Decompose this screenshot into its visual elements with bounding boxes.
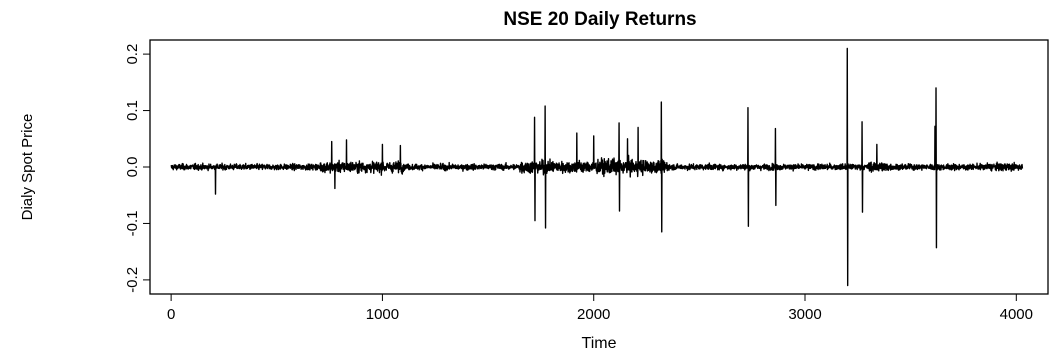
x-tick-label: 3000 — [788, 306, 821, 323]
x-tick-label: 2000 — [577, 306, 610, 323]
chart-title: NSE 20 Daily Returns — [503, 9, 696, 30]
y-axis: -0.2 -0.1 0.0 0.1 0.2 — [124, 44, 151, 293]
y-tick-label: -0.1 — [124, 211, 141, 237]
y-tick-label: 0.2 — [124, 44, 141, 65]
series-layer — [170, 47, 1024, 287]
y-tick-label: 0.0 — [124, 157, 141, 178]
x-tick-label: 0 — [167, 306, 175, 323]
y-tick-label: -0.2 — [124, 267, 141, 293]
series-line — [170, 47, 1024, 287]
y-tick-label: 0.1 — [124, 100, 141, 121]
x-tick-label: 1000 — [366, 306, 399, 323]
x-axis: 0 1000 2000 3000 4000 — [167, 293, 1033, 323]
x-tick-label: 4000 — [1000, 306, 1033, 323]
y-axis-label: Dialy Spot Price — [19, 114, 36, 221]
x-axis-label: Time — [582, 335, 617, 352]
